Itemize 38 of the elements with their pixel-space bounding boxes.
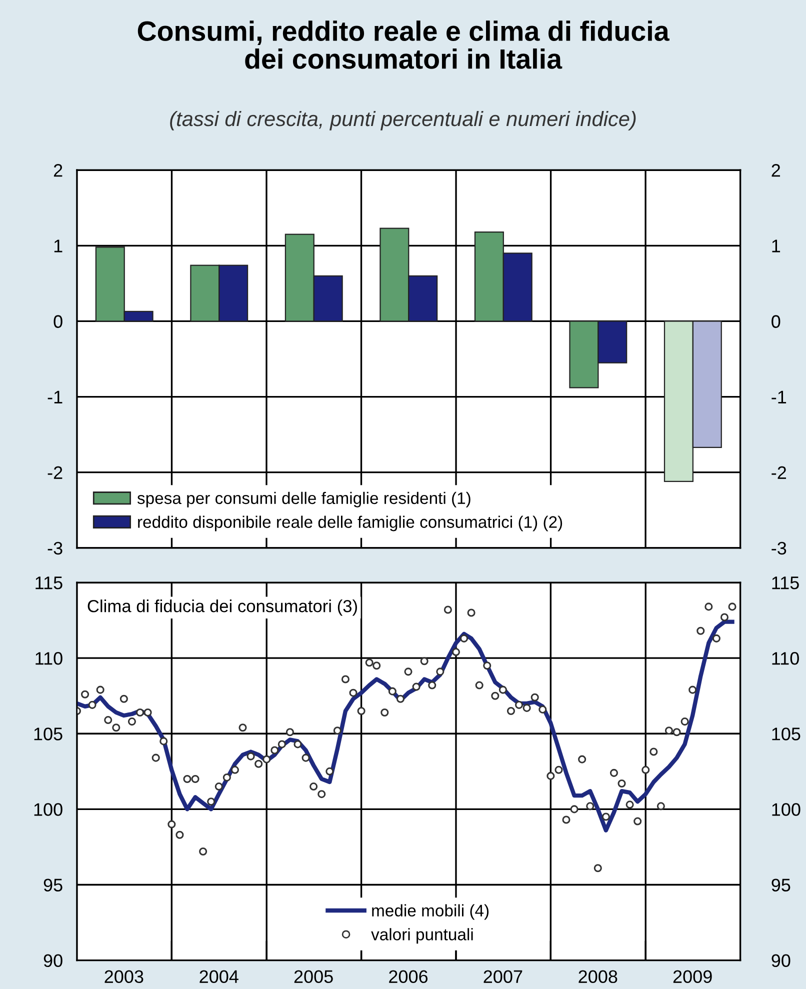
- y2-tick-label: -2: [772, 466, 786, 479]
- y2-tick-label: 115: [772, 576, 799, 590]
- y-tick-label: -2: [48, 466, 62, 479]
- y2-tick-label: 100: [772, 803, 800, 816]
- y2-tick-label: -1: [772, 390, 786, 404]
- text: Clima di fiducia dei consumatori (3): [88, 600, 357, 616]
- x-tick-label: 2003: [104, 970, 144, 984]
- x-tick-label: 2007: [484, 970, 522, 984]
- x-tick-label: 2005: [294, 970, 333, 984]
- y-tick-label: 110: [36, 652, 62, 665]
- chart-subtitle: (tassi di crescita, punti percentuali e numeri indice): [170, 110, 636, 130]
- y-tick-label: 95: [44, 878, 62, 892]
- y2-tick-label: 0: [772, 315, 780, 328]
- chart-title: Consumi, reddito reale e clima di fiducia dei consumatori in Italia: [138, 20, 670, 69]
- y-tick-label: 115: [36, 576, 62, 590]
- y2-tick-label: -3: [772, 542, 786, 555]
- legend-label: valori puntuali: [371, 928, 473, 944]
- y2-tick-label: 95: [772, 878, 790, 892]
- legend-label: medie mobili (4): [372, 904, 489, 920]
- x-tick-label: 2004: [200, 970, 238, 984]
- y2-tick-label: 2: [772, 164, 780, 177]
- x-tick-label: 2009: [673, 970, 712, 984]
- x-tick-label: 2006: [389, 970, 428, 984]
- y-tick-label: -1: [48, 390, 62, 404]
- y-tick-label: 90: [44, 954, 62, 968]
- y-tick-label: -3: [48, 542, 62, 555]
- y2-tick-label: 90: [772, 954, 790, 968]
- y-tick-label: 2: [54, 164, 62, 177]
- y2-tick-label: 1: [772, 240, 780, 252]
- y2-tick-label: 110: [772, 652, 799, 665]
- y-tick-label: 1: [54, 240, 62, 252]
- x-tick-label: 2008: [578, 970, 618, 984]
- y-tick-label: 0: [54, 315, 62, 328]
- y-tick-label: 100: [34, 803, 62, 816]
- y2-tick-label: 105: [772, 728, 800, 740]
- legend-label: reddito disponibile reale delle famiglie consumatrici (1) (2): [138, 516, 562, 532]
- legend-label: spesa per consumi delle famiglie residenti (1): [137, 492, 470, 508]
- y-tick-label: 105: [34, 728, 62, 740]
